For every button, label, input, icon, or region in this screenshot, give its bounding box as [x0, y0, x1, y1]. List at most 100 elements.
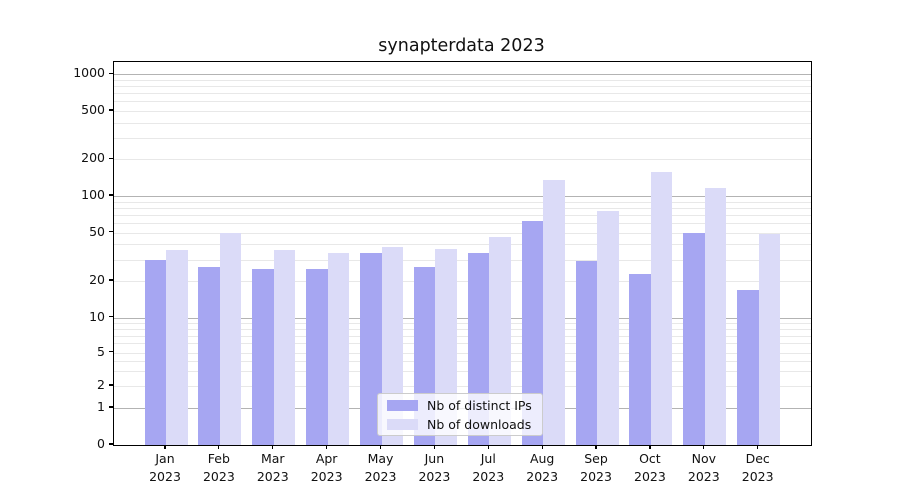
- y-tick-mark: [109, 350, 113, 353]
- x-tick-mark: [757, 445, 759, 450]
- bar-distinct-ips: [575, 261, 598, 445]
- gridline-minor: [114, 281, 811, 283]
- y-tick-label: 2: [97, 377, 105, 392]
- y-tick-mark: [109, 443, 113, 445]
- gridline-minor: [114, 371, 811, 373]
- gridline-minor: [114, 386, 811, 387]
- y-tick-label: 10: [89, 308, 105, 324]
- x-tick-mark: [326, 445, 328, 450]
- bar-downloads: [597, 210, 619, 445]
- x-tick-label: Aug 2023: [526, 451, 559, 485]
- y-tick-mark: [109, 384, 113, 386]
- bar-downloads: [219, 232, 242, 445]
- gridline-major: [114, 196, 811, 197]
- gridline-minor: [114, 79, 811, 81]
- gridline-major: [114, 74, 811, 76]
- gridline-minor: [114, 93, 811, 95]
- gridline-minor: [114, 122, 811, 124]
- bar-distinct-ips: [144, 259, 166, 445]
- gridline-minor: [114, 343, 811, 345]
- y-tick-label: 0: [97, 436, 105, 451]
- plot-area: [113, 61, 812, 446]
- gridline-minor: [114, 222, 811, 224]
- gridline-minor: [114, 207, 811, 209]
- gridline-minor: [114, 86, 811, 88]
- y-tick-label: 200: [81, 150, 105, 166]
- gridline-minor: [114, 101, 811, 103]
- y-tick-mark: [109, 406, 113, 408]
- y-tick-label: 5: [97, 343, 105, 359]
- y-tick-mark: [109, 109, 113, 111]
- gridline-minor: [114, 259, 811, 261]
- gridline-minor: [114, 244, 811, 246]
- legend-item-distinct-ips: Nb of distinct IPs: [387, 398, 533, 413]
- x-tick-label: Jul 2023: [472, 451, 505, 485]
- y-tick-label: 100: [81, 187, 105, 202]
- x-tick-mark: [164, 445, 166, 450]
- gridline-minor: [114, 335, 811, 337]
- x-tick-mark: [218, 445, 220, 450]
- legend-item-downloads: Nb of downloads: [387, 417, 533, 432]
- gridline-major: [114, 317, 811, 319]
- y-tick-label: 1: [97, 399, 105, 414]
- bar-distinct-ips: [198, 267, 220, 445]
- bar-downloads: [650, 171, 673, 445]
- y-tick-label: 500: [81, 101, 105, 117]
- bar-downloads: [166, 250, 188, 445]
- x-tick-mark: [703, 445, 705, 450]
- bar-distinct-ips: [252, 269, 274, 445]
- x-tick-label: Jun 2023: [418, 451, 451, 485]
- gridline-minor: [114, 201, 811, 203]
- bar-downloads: [273, 250, 296, 445]
- legend-swatch-downloads: [387, 418, 418, 430]
- bar-downloads: [543, 180, 565, 445]
- x-tick-label: Sep 2023: [580, 451, 612, 485]
- bar-downloads: [758, 233, 781, 445]
- x-tick-label: Oct 2023: [634, 451, 666, 485]
- x-tick-mark: [272, 445, 274, 450]
- bar-distinct-ips: [737, 289, 759, 445]
- y-tick-mark: [109, 194, 113, 196]
- bar-distinct-ips: [521, 221, 544, 445]
- y-tick-label: 1000: [73, 65, 105, 81]
- gridline-minor: [114, 360, 811, 362]
- x-tick-mark: [595, 445, 597, 450]
- gridline-minor: [114, 232, 811, 234]
- bar-distinct-ips: [683, 232, 705, 445]
- x-tick-label: Dec 2023: [741, 451, 774, 485]
- chart-title: synapterdata 2023: [378, 36, 545, 56]
- bar-downloads: [704, 188, 727, 445]
- x-tick-mark: [379, 445, 382, 450]
- x-tick-label: Mar 2023: [256, 451, 289, 485]
- gridline-minor: [114, 352, 811, 354]
- y-tick-mark: [109, 231, 113, 233]
- gridline-minor: [114, 159, 811, 161]
- x-tick-mark: [487, 445, 489, 450]
- x-tick-label: Nov 2023: [687, 451, 720, 485]
- y-tick-mark: [109, 72, 113, 74]
- legend-swatch-distinct-ips: [387, 399, 418, 411]
- x-tick-label: Jan 2023: [149, 451, 181, 485]
- y-tick-label: 50: [89, 223, 105, 239]
- bar-distinct-ips: [306, 269, 328, 445]
- legend-label: Nb of distinct IPs: [427, 397, 532, 413]
- bar-downloads: [327, 253, 350, 445]
- y-tick-mark: [109, 316, 113, 318]
- legend: Nb of distinct IPs Nb of downloads: [377, 393, 543, 436]
- gridline-minor: [114, 322, 811, 324]
- x-tick-mark: [433, 445, 435, 450]
- x-tick-label: Feb 2023: [202, 451, 235, 485]
- legend-label: Nb of downloads: [427, 416, 532, 432]
- y-tick-mark: [109, 157, 113, 159]
- x-tick-label: May 2023: [364, 451, 397, 485]
- y-tick-label: 20: [89, 272, 105, 288]
- x-tick-mark: [541, 445, 543, 450]
- bar-distinct-ips: [629, 273, 651, 445]
- x-tick-label: Apr 2023: [310, 451, 343, 485]
- gridline-minor: [114, 214, 811, 216]
- bar-distinct-ips: [360, 253, 382, 445]
- x-tick-mark: [649, 445, 651, 450]
- gridline-minor: [114, 110, 811, 112]
- y-tick-mark: [109, 279, 113, 281]
